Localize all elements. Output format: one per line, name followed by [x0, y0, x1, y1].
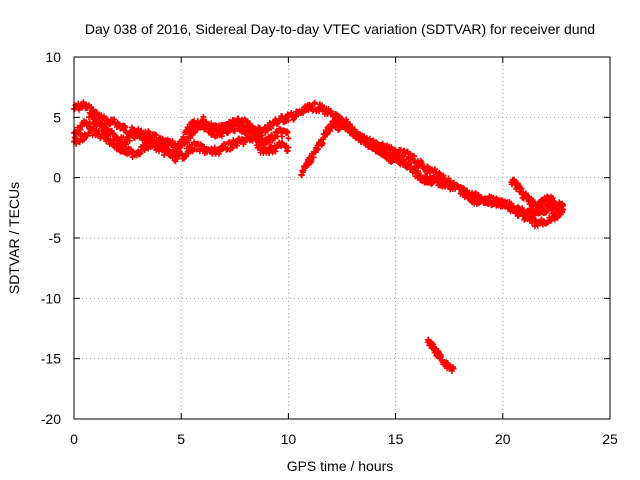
- data-point: [120, 134, 127, 141]
- data-point: [457, 190, 464, 197]
- series-track-7: [424, 336, 457, 374]
- data-point: [343, 116, 350, 123]
- data-point: [211, 144, 218, 151]
- x-axis-label: GPS time / hours: [287, 458, 394, 474]
- axis-ticks: 0 5 10 15 20 25 10 5 0 -5 -10 -15 -20: [41, 49, 618, 447]
- data-point: [351, 126, 358, 133]
- x-tick-label: 15: [388, 431, 404, 447]
- data-point: [278, 133, 285, 140]
- y-tick-label: 5: [53, 109, 61, 125]
- data-point: [137, 150, 144, 157]
- data-point: [364, 136, 371, 143]
- data-point: [110, 136, 117, 143]
- data-point: [99, 120, 106, 127]
- x-tick-label: 0: [70, 431, 78, 447]
- y-tick-label: 10: [45, 49, 61, 65]
- data-point: [518, 185, 525, 192]
- chart-title: Day 038 of 2016, Sidereal Day-to-day VTE…: [85, 21, 595, 37]
- x-tick-label: 20: [495, 431, 511, 447]
- x-tick-label: 25: [602, 431, 618, 447]
- data-point: [437, 175, 444, 182]
- data-point: [256, 141, 263, 148]
- data-point: [360, 133, 367, 140]
- data-point: [285, 135, 292, 142]
- y-tick-label: -5: [49, 230, 62, 246]
- data-point: [311, 99, 318, 106]
- data-point: [179, 141, 186, 148]
- data-point: [327, 127, 334, 134]
- data-point: [379, 140, 386, 147]
- data-point: [529, 197, 536, 204]
- data-point: [559, 202, 566, 209]
- x-tick-label: 10: [281, 431, 297, 447]
- data-point: [243, 123, 250, 130]
- data-point: [285, 144, 292, 151]
- data-point: [514, 205, 521, 212]
- data-point: [310, 154, 317, 161]
- data-point: [160, 144, 167, 151]
- data-point: [229, 144, 236, 151]
- data-point: [452, 183, 459, 190]
- data-point: [430, 341, 437, 348]
- y-tick-label: 0: [53, 170, 61, 186]
- data-point: [169, 138, 176, 145]
- series-track-3: [71, 125, 292, 165]
- data-point: [181, 137, 188, 144]
- y-axis-label: SDTVAR / TECUs: [6, 182, 22, 294]
- data-point: [450, 365, 457, 372]
- data-point: [128, 148, 135, 155]
- data-point: [537, 205, 544, 212]
- series-track-4: [298, 116, 459, 193]
- data-point: [141, 147, 148, 154]
- data-point: [231, 128, 238, 135]
- data-point: [204, 123, 211, 130]
- data-point: [284, 129, 291, 136]
- y-tick-label: -15: [41, 351, 61, 367]
- series-track-5: [456, 184, 566, 230]
- series-track-6: [508, 176, 566, 215]
- data-point: [187, 127, 194, 134]
- data-point: [534, 207, 541, 214]
- data-point: [308, 158, 315, 165]
- x-tick-label: 5: [177, 431, 185, 447]
- data-points: [71, 99, 566, 374]
- y-tick-label: -10: [41, 290, 61, 306]
- y-tick-label: -20: [41, 411, 61, 427]
- data-point: [126, 137, 133, 144]
